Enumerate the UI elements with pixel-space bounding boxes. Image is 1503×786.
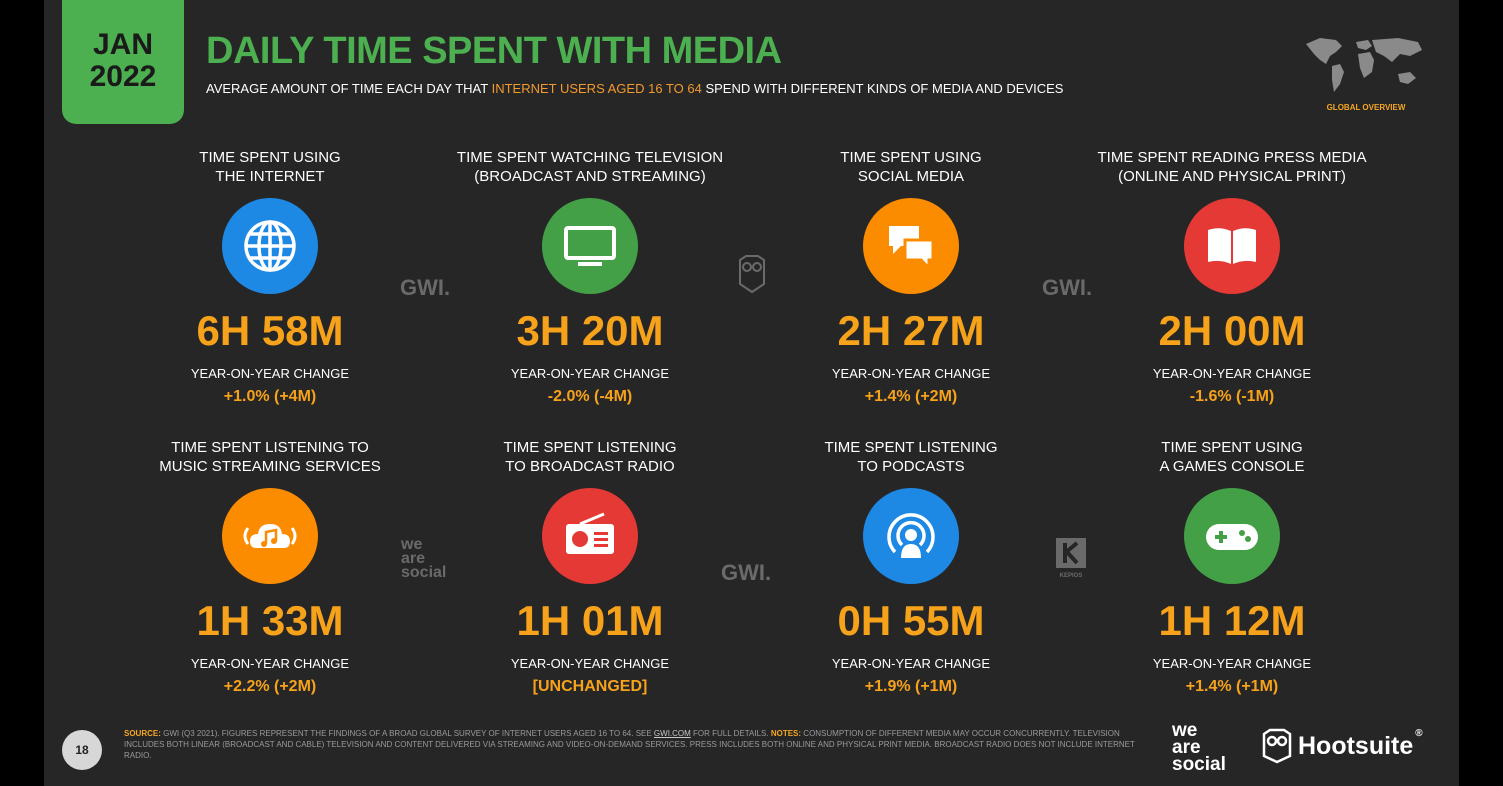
page-subtitle: AVERAGE AMOUNT OF TIME EACH DAY THAT INT…	[206, 81, 1063, 96]
hootsuite-owl-icon	[739, 255, 765, 294]
open-book-icon	[1184, 198, 1280, 294]
subtitle-start: AVERAGE AMOUNT OF TIME EACH DAY THAT	[206, 81, 492, 96]
hootsuite-owl-icon	[1262, 728, 1292, 764]
metric-value: 1H 33M	[196, 597, 344, 644]
subtitle-highlight: INTERNET USERS AGED 16 TO 64	[491, 81, 702, 96]
metric-music-streaming: TIME SPENT LISTENING TO MUSIC STREAMING …	[130, 438, 410, 696]
metric-internet: TIME SPENT USING THE INTERNET 6H 58M YEA…	[130, 148, 410, 406]
source-link[interactable]: GWI.COM	[653, 729, 691, 738]
metric-label: TIME SPENT LISTENING TO PODCASTS	[824, 439, 998, 475]
we-are-social-brand: we are social	[1172, 720, 1226, 775]
yoy-change: +2.2% (+2M)	[223, 678, 317, 695]
kepios-icon	[1056, 538, 1086, 568]
yoy-label: YEAR-ON-YEAR CHANGE	[1152, 366, 1312, 381]
metric-value: 1H 12M	[1158, 597, 1306, 644]
brand-are: are	[1172, 737, 1201, 758]
gwi-logo: GWI.	[1042, 275, 1093, 300]
date-year: 2022	[89, 60, 157, 93]
metric-value: 2H 27M	[837, 307, 985, 354]
metric-podcasts: TIME SPENT LISTENING TO PODCASTS 0H 55M …	[771, 438, 1051, 696]
yoy-label: YEAR-ON-YEAR CHANGE	[510, 366, 670, 381]
page-number: 18	[62, 730, 102, 770]
region-label: GLOBAL OVERVIEW	[1326, 103, 1406, 112]
social-text: social	[401, 564, 447, 581]
radio-icon	[542, 488, 638, 584]
metric-broadcast-radio: TIME SPENT LISTENING TO BROADCAST RADIO …	[450, 438, 730, 696]
kepios-logo: KEPIOS	[1056, 538, 1086, 579]
date-badge: JAN 2022	[62, 0, 184, 124]
metric-social-media: TIME SPENT USING SOCIAL MEDIA 2H 27M YEA…	[771, 148, 1051, 406]
metric-label: TIME SPENT WATCHING TELEVISION (BROADCAS…	[456, 149, 724, 185]
source-key: SOURCE:	[124, 729, 161, 738]
brand-we: we	[1172, 720, 1198, 741]
yoy-label: YEAR-ON-YEAR CHANGE	[190, 656, 350, 671]
metric-press-media: TIME SPENT READING PRESS MEDIA (ONLINE A…	[1092, 148, 1372, 406]
metric-label: TIME SPENT USING A GAMES CONSOLE	[1159, 439, 1305, 475]
page-title: DAILY TIME SPENT WITH MEDIA	[206, 30, 782, 72]
gamepad-icon	[1184, 488, 1280, 584]
yoy-change: [UNCHANGED]	[532, 678, 648, 695]
metric-value: 2H 00M	[1158, 307, 1306, 354]
gwi-logo: GWI.	[721, 560, 772, 585]
yoy-label: YEAR-ON-YEAR CHANGE	[831, 366, 991, 381]
slide: JAN 2022 DAILY TIME SPENT WITH MEDIA AVE…	[44, 0, 1459, 786]
television-icon	[542, 198, 638, 294]
yoy-label: YEAR-ON-YEAR CHANGE	[831, 656, 991, 671]
hootsuite-brand: Hootsuite ®	[1262, 728, 1423, 764]
gwi-logo: GWI.	[400, 275, 451, 300]
source-after: FOR FULL DETAILS.	[690, 729, 771, 738]
yoy-change: -2.0% (-4M)	[547, 388, 633, 405]
hootsuite-wordmark: Hootsuite	[1298, 731, 1414, 760]
metric-value: 0H 55M	[837, 597, 985, 644]
metric-value: 3H 20M	[516, 307, 664, 354]
notes-key: NOTES:	[770, 729, 802, 738]
we-text: we	[401, 536, 423, 553]
kepios-text: KEPIOS	[1059, 573, 1083, 579]
yoy-change: +1.9% (+1M)	[864, 678, 958, 695]
metric-label: TIME SPENT USING THE INTERNET	[199, 149, 341, 185]
subtitle-end: SPEND WITH DIFFERENT KINDS OF MEDIA AND …	[701, 81, 1064, 96]
metric-value: 1H 01M	[516, 597, 664, 644]
date-month: JAN	[92, 28, 153, 61]
metric-games-console: TIME SPENT USING A GAMES CONSOLE 1H 12M …	[1092, 438, 1372, 696]
source-notes: SOURCE: GWI (Q3 2021). FIGURES REPRESENT…	[124, 728, 1154, 761]
metric-television: TIME SPENT WATCHING TELEVISION (BROADCAS…	[450, 148, 730, 406]
yoy-change: +1.0% (+4M)	[223, 388, 317, 405]
yoy-change: -1.6% (-1M)	[1189, 388, 1275, 405]
metric-value: 6H 58M	[196, 307, 344, 354]
metric-label: TIME SPENT READING PRESS MEDIA (ONLINE A…	[1097, 149, 1367, 185]
yoy-label: YEAR-ON-YEAR CHANGE	[1152, 656, 1312, 671]
world-map-icon	[1306, 38, 1422, 92]
globe-icon	[222, 198, 318, 294]
yoy-change: +1.4% (+1M)	[1185, 678, 1279, 695]
registered-mark: ®	[1415, 728, 1423, 739]
yoy-change: +1.4% (+2M)	[864, 388, 958, 405]
yoy-label: YEAR-ON-YEAR CHANGE	[510, 656, 670, 671]
we-are-social-logo: we are social	[401, 536, 447, 581]
metric-label: TIME SPENT LISTENING TO BROADCAST RADIO	[503, 439, 677, 475]
podcast-icon	[863, 488, 959, 584]
notes-text: CONSUMPTION OF DIFFERENT MEDIA MAY OCCUR…	[124, 729, 1135, 760]
metric-label: TIME SPENT USING SOCIAL MEDIA	[840, 149, 982, 185]
brand-social: social	[1172, 754, 1226, 775]
music-cloud-icon	[222, 488, 318, 584]
yoy-label: YEAR-ON-YEAR CHANGE	[190, 366, 350, 381]
are-text: are	[401, 550, 426, 567]
source-text: GWI (Q3 2021). FIGURES REPRESENT THE FIN…	[160, 729, 654, 738]
chat-bubbles-icon	[863, 198, 959, 294]
metric-label: TIME SPENT LISTENING TO MUSIC STREAMING …	[159, 439, 381, 475]
